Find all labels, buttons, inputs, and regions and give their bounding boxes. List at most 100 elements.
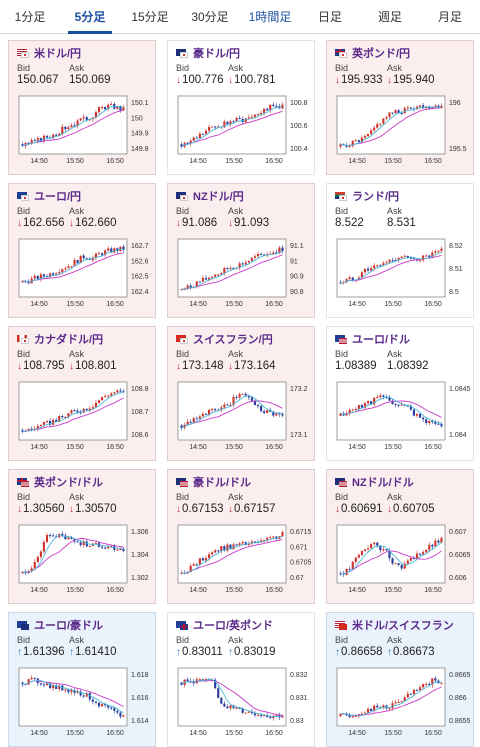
- pair-card[interactable]: スイスフラン/円 Bid Ask ↓173.148 ↓173.164 173.2 173.1…: [167, 326, 315, 461]
- candle-body: [247, 543, 250, 545]
- mini-candlestick-chart[interactable]: 0.832 0.831 0.83 14:50 15:50 16:50: [177, 667, 312, 740]
- pair-card[interactable]: ユーロ/豪ドル Bid Ask ↑1.61396 ↑1.61410 1.618 1.616 1…: [8, 612, 156, 747]
- candle-body: [48, 535, 52, 537]
- long-ma-line: [22, 680, 124, 707]
- x-tick-label: 16:50: [265, 444, 283, 451]
- candle-body: [232, 267, 235, 269]
- pair-card[interactable]: 米ドル/スイスフラン Bid Ask ↑0.86658 ↑0.86673 0.8665 0.…: [326, 612, 474, 747]
- tab-30min[interactable]: 30分足: [191, 10, 229, 24]
- tab-day[interactable]: 日足: [317, 10, 342, 24]
- candle-body: [223, 703, 226, 707]
- tab-1min[interactable]: 1分足: [14, 10, 46, 24]
- candle-body: [366, 548, 370, 550]
- x-tick-label: 16:50: [265, 587, 283, 594]
- mini-candlestick-chart[interactable]: 1.618 1.616 1.614 14:50 15:50 16:50: [18, 667, 153, 740]
- pair-title[interactable]: 豪ドル/ドル: [176, 474, 251, 490]
- x-tick-label: 16:50: [424, 301, 442, 308]
- pair-title[interactable]: ユーロ/円: [17, 188, 81, 204]
- candle-body: [107, 705, 110, 708]
- bid-value-wrap: ↓1.30560: [17, 503, 65, 515]
- ask-value: 1.30570: [75, 503, 117, 515]
- candle-body: [113, 248, 116, 253]
- pair-title[interactable]: ランド/円: [335, 188, 399, 204]
- pair-card[interactable]: 米ドル/円 Bid Ask 150.067 150.069 150.1 150 149.9 14…: [8, 40, 156, 175]
- candle-body: [434, 421, 437, 424]
- candle-body: [351, 716, 354, 718]
- candle-body: [345, 145, 348, 147]
- candle-body: [363, 403, 367, 408]
- candle-body: [214, 274, 217, 277]
- pair-card[interactable]: ユーロ/円 Bid Ask ↓162.656 ↓162.660 162.7 162.6 162…: [8, 183, 156, 318]
- pair-title[interactable]: ユーロ/豪ドル: [17, 617, 103, 633]
- tab-1hour[interactable]: 1時間足: [248, 10, 292, 24]
- candle-body: [211, 409, 214, 411]
- candle-body: [238, 117, 241, 119]
- pair-title[interactable]: ユーロ/英ポンド: [176, 617, 273, 633]
- candle-body: [107, 546, 110, 549]
- candle-body: [379, 265, 382, 267]
- down-arrow-icon: ↓: [17, 361, 22, 372]
- mini-candlestick-chart[interactable]: 1.0845 1.084 14:50 15:50 16:50: [336, 381, 471, 454]
- pair-card[interactable]: 豪ドル/ドル Bid Ask ↓0.67153 ↓0.67157 0.6715 0.671 0…: [167, 469, 315, 604]
- candle-body: [33, 275, 36, 279]
- pair-title[interactable]: 米ドル/円: [17, 45, 81, 61]
- pair-title[interactable]: 米ドル/スイスフラン: [335, 617, 454, 633]
- bid-label: Bid: [335, 63, 349, 73]
- mini-candlestick-chart[interactable]: 150.1 150 149.9 149.8 14:50 15:50 16:50: [18, 95, 153, 168]
- tab-15min[interactable]: 15分足: [131, 10, 169, 24]
- pair-title[interactable]: 豪ドル/円: [176, 45, 240, 61]
- mini-candlestick-chart[interactable]: 91.1 91 90.9 90.8 14:50 15:50 16:50: [177, 238, 312, 311]
- pair-card[interactable]: NZドル/円 Bid Ask ↓91.086 ↓91.093 91.1 91 90.9 90.8…: [167, 183, 315, 318]
- long-ma-line: [181, 680, 283, 716]
- pair-card[interactable]: NZドル/ドル Bid Ask ↓0.60691 ↓0.60705 0.607 0.6065…: [326, 469, 474, 604]
- pair-title[interactable]: 英ポンド/ドル: [17, 474, 103, 490]
- candle-body: [354, 140, 357, 142]
- long-ma-line: [22, 252, 124, 283]
- pair-card[interactable]: 豪ドル/円 Bid Ask ↓100.776 ↓100.781 100.8 100.6 100…: [167, 40, 315, 175]
- candle-body: [30, 140, 33, 144]
- candle-body: [58, 416, 61, 422]
- mini-candlestick-chart[interactable]: 173.2 173.1 14:50 15:50 16:50: [177, 381, 312, 454]
- pair-card[interactable]: ユーロ/ドル Bid Ask 1.08389 1.08392 1.0845 1.084 14:…: [326, 326, 474, 461]
- candle-body: [42, 422, 46, 425]
- candle-body: [122, 715, 125, 717]
- pair-card[interactable]: 英ポンド/円 Bid Ask ↓195.933 ↓195.940 196 195.5 14:5…: [326, 40, 474, 175]
- candle-body: [113, 392, 116, 394]
- mini-candlestick-chart[interactable]: 196 195.5 14:50 15:50 16:50: [336, 95, 471, 168]
- pair-card[interactable]: カナダドル/円 Bid Ask ↓108.795 ↓108.801 108.8 108.7 1…: [8, 326, 156, 461]
- candle-body: [379, 123, 382, 125]
- candle-body: [64, 268, 67, 270]
- mini-candlestick-chart[interactable]: 0.6715 0.671 0.6705 0.67 14:50 15:50 16:50: [177, 524, 312, 597]
- candle-body: [180, 144, 183, 147]
- mini-candlestick-chart[interactable]: 0.8665 0.866 0.8655 14:50 15:50 16:50: [336, 667, 471, 740]
- tab-month[interactable]: 月足: [437, 10, 462, 24]
- pair-card[interactable]: ランド/円 Bid Ask 8.522 8.531 8.52 8.51 8.5 14:50 15:…: [326, 183, 474, 318]
- jp-flag-icon: [21, 51, 29, 58]
- candle-body: [122, 107, 125, 111]
- mini-candlestick-chart[interactable]: 8.52 8.51 8.5 14:50 15:50 16:50: [336, 238, 471, 311]
- mini-candlestick-chart[interactable]: 162.7 162.6 162.5 162.4 14:50 15:50 16:50: [18, 238, 153, 311]
- tab-5min[interactable]: 5分足: [60, 0, 120, 34]
- candle-body: [30, 428, 33, 430]
- ask-value: 195.940: [393, 74, 435, 86]
- candle-body: [428, 255, 431, 258]
- mini-candlestick-chart[interactable]: 0.607 0.6065 0.606 14:50 15:50 16:50: [336, 524, 471, 597]
- mini-candlestick-chart[interactable]: 100.8 100.6 100.4 14:50 15:50 16:50: [177, 95, 312, 168]
- pair-title[interactable]: 英ポンド/円: [335, 45, 410, 61]
- x-tick-label: 15:50: [66, 158, 84, 165]
- candle-body: [348, 409, 351, 414]
- mini-candlestick-chart[interactable]: 108.8 108.7 108.6 14:50 15:50 16:50: [18, 381, 153, 454]
- y-tick-label: 1.306: [131, 529, 149, 536]
- mini-candlestick-chart[interactable]: 1.306 1.304 1.302 14:50 15:50 16:50: [18, 524, 153, 597]
- y-tick-label: 0.8665: [449, 672, 471, 679]
- pair-title[interactable]: スイスフラン/円: [176, 331, 273, 347]
- tab-week[interactable]: 週足: [377, 10, 402, 24]
- pair-card[interactable]: ユーロ/英ポンド Bid Ask ↑0.83011 ↑0.83019 0.832 0.831…: [167, 612, 315, 747]
- candle-body: [116, 549, 119, 551]
- pair-title[interactable]: NZドル/ドル: [335, 474, 414, 490]
- pair-title[interactable]: カナダドル/円: [17, 331, 103, 347]
- bid-value-wrap: ↓0.60691: [335, 503, 383, 515]
- pair-title[interactable]: ユーロ/ドル: [335, 331, 410, 347]
- pair-card[interactable]: 英ポンド/ドル Bid Ask ↓1.30560 ↓1.30570 1.306 1.304 1…: [8, 469, 156, 604]
- pair-title[interactable]: NZドル/円: [176, 188, 244, 204]
